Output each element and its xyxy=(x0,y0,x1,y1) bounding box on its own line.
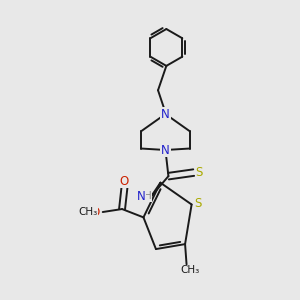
Text: O: O xyxy=(90,206,99,218)
Text: CH₃: CH₃ xyxy=(180,265,199,275)
Text: CH₃: CH₃ xyxy=(78,207,98,217)
Text: N: N xyxy=(136,190,145,203)
Text: N: N xyxy=(161,143,170,157)
Text: S: S xyxy=(194,196,202,209)
Text: O: O xyxy=(120,175,129,188)
Text: N: N xyxy=(161,107,170,121)
Text: H: H xyxy=(144,191,152,201)
Text: S: S xyxy=(195,166,203,179)
